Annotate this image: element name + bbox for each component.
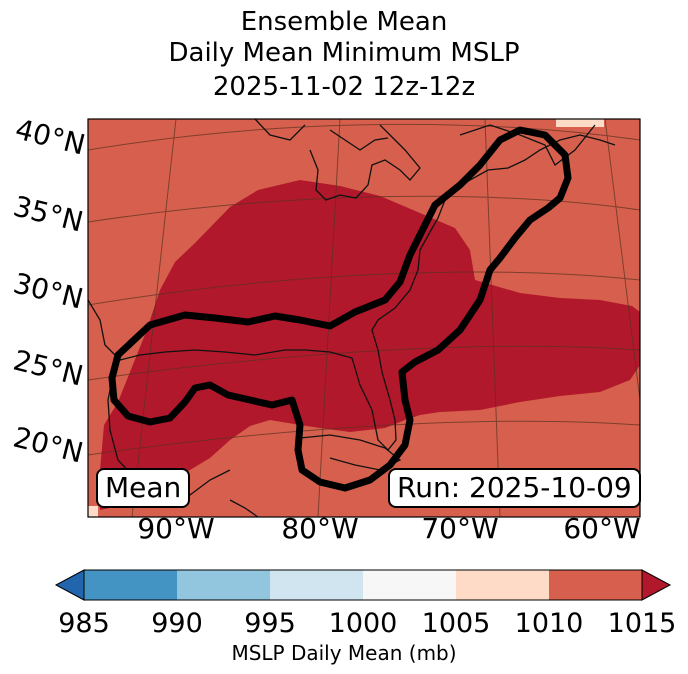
colorbar-label: MSLP Daily Mean (mb): [231, 641, 457, 665]
colorbar-bin-1010-1015: [549, 570, 642, 600]
cb-tick-995: 995: [244, 608, 296, 639]
title-line-3: 2025-11-02 12z-12z: [212, 72, 476, 102]
lon-label-70w: 70°W: [421, 512, 499, 545]
cb-tick-990: 990: [151, 608, 203, 639]
cb-tick-1015: 1015: [607, 608, 677, 639]
lon-label-60w: 60°W: [563, 512, 641, 545]
run-date-box: Run: 2025-10-09: [388, 468, 641, 508]
colorbar-over-arrow: [641, 569, 672, 601]
cb-tick-1000: 1000: [328, 608, 398, 639]
cb-tick-1010: 1010: [514, 608, 584, 639]
colorbar-bin-985-990: [84, 570, 177, 600]
title-line-1: Ensemble Mean: [240, 7, 448, 37]
patch-1000-1005-top: [556, 119, 604, 127]
colorbar-frame: [83, 569, 643, 601]
cb-tick-1005: 1005: [421, 608, 491, 639]
map-frame: [87, 118, 641, 518]
colorbar-under-arrow: [54, 569, 85, 601]
region-1005-1010: [100, 180, 640, 510]
patch-1000-1005-bottom: [88, 506, 98, 517]
cb-tick-985: 985: [58, 608, 110, 639]
colorbar-bin-990-995: [177, 570, 270, 600]
mean-contour: [108, 126, 572, 492]
colorbar: [54, 569, 672, 601]
colorbar-bin-995-1000: [270, 570, 363, 600]
mean-label-box: Mean: [96, 468, 191, 508]
lon-label-90w: 90°W: [137, 512, 215, 545]
title-line-2: Daily Mean Minimum MSLP: [168, 38, 520, 68]
colorbar-bin-1000-1005: [363, 570, 456, 600]
graticule: [88, 119, 640, 517]
colorbar-bin-1005-1010: [456, 570, 549, 600]
lon-label-80w: 80°W: [281, 512, 359, 545]
